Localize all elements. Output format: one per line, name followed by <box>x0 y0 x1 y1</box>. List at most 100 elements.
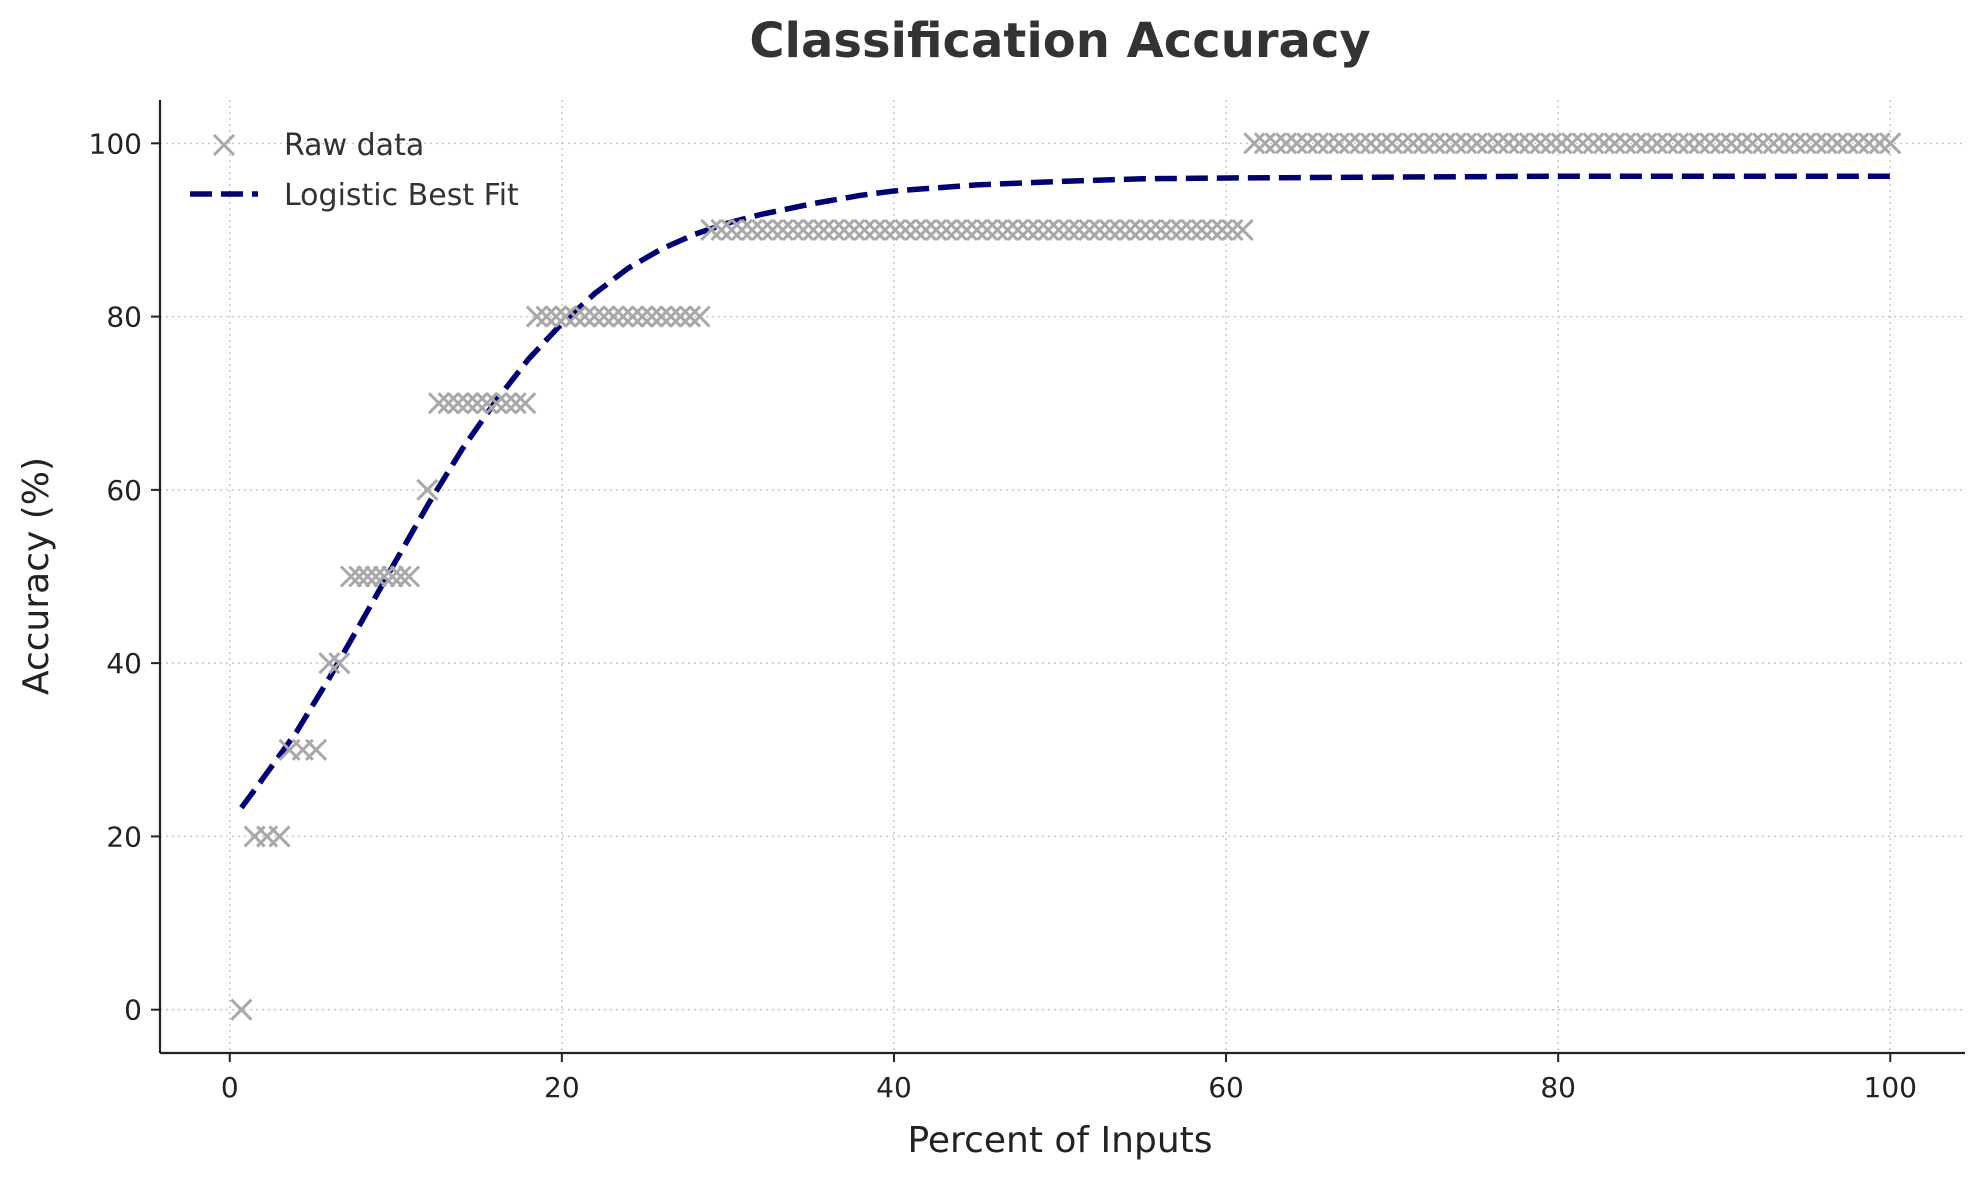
legend-label-logistic-best-fit: Logistic Best Fit <box>284 178 519 213</box>
raw-data-point <box>1306 132 1329 155</box>
raw-data-point <box>305 738 328 761</box>
raw-data-point <box>1200 218 1224 242</box>
raw-data-point <box>1529 132 1552 155</box>
raw-data-point <box>761 218 784 242</box>
raw-data-point <box>640 305 663 328</box>
raw-data-point <box>771 218 794 242</box>
raw-data-point <box>1338 132 1361 155</box>
raw-data-point <box>1160 218 1183 242</box>
raw-data-point <box>1603 132 1626 155</box>
raw-data-point <box>554 305 577 328</box>
raw-data-point <box>1497 132 1520 155</box>
y-axis-label: Accuracy (%) <box>16 457 57 695</box>
raw-data-point <box>1677 132 1700 155</box>
raw-data-point <box>1119 218 1142 242</box>
raw-data-point <box>1149 218 1172 242</box>
raw-data-point <box>447 392 470 415</box>
legend: Raw data Logistic Best Fit <box>190 128 519 213</box>
raw-data-point <box>535 305 558 328</box>
raw-data-point <box>863 218 886 242</box>
raw-data-point <box>631 305 654 328</box>
raw-data-point <box>996 218 1019 242</box>
raw-data-point <box>1699 132 1722 155</box>
x-tick-label: 20 <box>544 1071 580 1104</box>
raw-data-point <box>751 218 774 242</box>
raw-data-point <box>573 305 596 328</box>
raw-data-point <box>802 218 825 242</box>
raw-data-point <box>504 392 527 415</box>
raw-data-point <box>1476 132 1499 155</box>
raw-data-point <box>1720 132 1743 155</box>
raw-data-point <box>688 305 711 328</box>
raw-data-point <box>1370 132 1393 155</box>
chart-title: Classification Accuracy <box>749 13 1370 69</box>
raw-data-point <box>318 652 341 675</box>
grid <box>160 100 1965 1053</box>
raw-data-point <box>339 565 363 588</box>
raw-data-point <box>416 478 439 501</box>
raw-data-point <box>1518 132 1541 155</box>
raw-data-point <box>1646 132 1669 155</box>
raw-data-point <box>1455 132 1478 155</box>
raw-data-point <box>1762 132 1785 155</box>
raw-data-point <box>792 218 815 242</box>
raw-data-point <box>364 565 387 588</box>
raw-data-point <box>545 305 568 328</box>
raw-data-point <box>976 218 999 242</box>
raw-data-point <box>1836 132 1859 155</box>
raw-data-point <box>1752 132 1775 155</box>
raw-data-point <box>1773 132 1796 155</box>
raw-data-point <box>592 305 616 328</box>
raw-data-point <box>1108 218 1132 242</box>
raw-data-point <box>564 305 587 328</box>
raw-data-point <box>1139 218 1162 242</box>
raw-data-point <box>1170 218 1193 242</box>
raw-data-point <box>1571 132 1594 155</box>
raw-data-point <box>1057 218 1081 242</box>
raw-data-point <box>1614 132 1637 155</box>
raw-data-point <box>1741 132 1764 155</box>
raw-data-point <box>1243 132 1266 155</box>
raw-data-point <box>1688 132 1711 155</box>
x-tick-label: 40 <box>876 1071 912 1104</box>
legend-label-raw-data: Raw data <box>284 128 424 163</box>
raw-data-point <box>833 218 856 242</box>
raw-data-point <box>955 218 978 242</box>
raw-data-point <box>1275 132 1298 155</box>
raw-data-point <box>720 218 743 242</box>
raw-data-point <box>1211 218 1234 242</box>
raw-data-point <box>1540 132 1563 155</box>
raw-data-point <box>1593 132 1616 155</box>
raw-data-point <box>1667 132 1690 155</box>
x-tick-label: 60 <box>1208 1071 1244 1104</box>
raw-data-point <box>914 218 937 242</box>
raw-data-point <box>1434 132 1457 155</box>
raw-data-point <box>328 652 351 675</box>
raw-data-point <box>1349 132 1372 155</box>
raw-data-point <box>1317 132 1340 155</box>
x-tick-label: 80 <box>1540 1071 1576 1104</box>
raw-data-point <box>230 998 253 1021</box>
raw-data-point <box>602 305 625 328</box>
x-tick-label: 100 <box>1864 1071 1917 1104</box>
raw-data-point <box>514 392 537 415</box>
raw-data-point <box>1068 218 1091 242</box>
raw-data-point <box>1847 132 1870 155</box>
raw-data-point <box>1190 218 1213 242</box>
raw-data-point <box>1465 132 1488 155</box>
raw-data-point <box>925 218 948 242</box>
raw-data-point <box>1328 132 1351 155</box>
raw-data-point <box>1078 218 1101 242</box>
raw-data-point <box>1815 132 1838 155</box>
raw-data-point <box>373 565 396 588</box>
raw-data-point <box>1635 132 1658 155</box>
raw-data-point <box>986 218 1009 242</box>
raw-data-point <box>427 392 451 415</box>
raw-data-point <box>1826 132 1849 155</box>
raw-data-point <box>679 305 702 328</box>
raw-data-point <box>1264 132 1287 155</box>
raw-data-point <box>1412 132 1435 155</box>
raw-data-point <box>935 218 958 242</box>
raw-data-point <box>1180 218 1203 242</box>
